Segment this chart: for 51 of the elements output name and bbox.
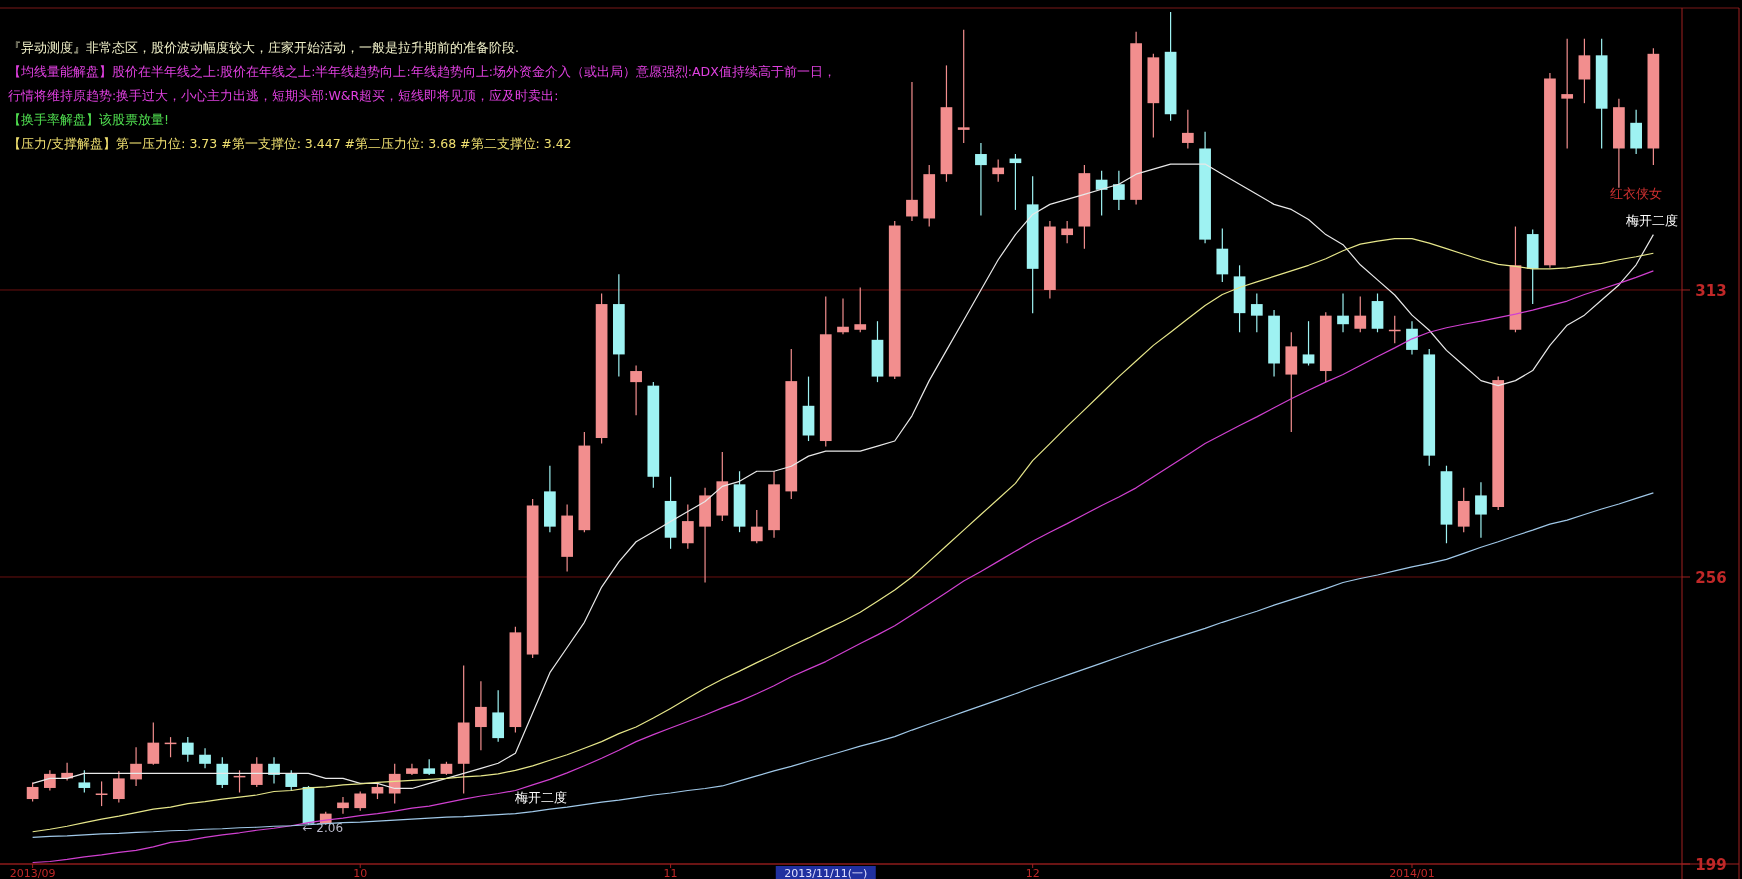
candlestick [268,756,280,785]
candlestick [181,736,194,763]
annotation: 梅开二度 [514,790,568,805]
x-tick-label: 2014/01 [1389,867,1435,879]
candlestick [199,747,211,769]
annotation: 【换手率解盘】该股票放量! [8,112,170,127]
candlestick [975,142,987,217]
candlestick [250,756,263,788]
candlestick [1354,295,1367,333]
candlestick [354,790,367,812]
annotation: ← 2.06 [302,821,344,835]
candlestick [78,769,91,794]
candlestick [854,286,867,333]
candlestick [1181,109,1194,150]
annotation: 红衣侠女 [1610,186,1663,201]
candlestick [147,721,160,766]
candlestick [1561,38,1574,150]
candlestick [1337,292,1349,333]
candlestick [216,756,229,789]
candlestick [1406,320,1418,356]
x-tick-label: 12 [1025,867,1040,879]
candlestick [992,158,1005,183]
candlestick [337,796,349,815]
line-series [32,492,1654,838]
y-tick-label: 256 [1695,568,1727,587]
annotation: 【均线量能解盘】股价在半年线之上:股价在年线之上:半年线趋势向上:年线趋势向上:场外资金介入（或出局）意愿强烈:ADX值持续高于前一日，行情将维持原趋势:换手过大，小心主力出逃，短期头部:W&R超买，短线即将见顶，应及时卖出: [8,64,836,103]
annotation: 梅开二度 [1625,213,1678,228]
candlestick [906,81,918,222]
candlestick [1250,292,1263,333]
x-tick-label: 11 [663,867,678,879]
x-tick-label: 10 [353,867,368,879]
candlestick [112,770,125,804]
candlestick [1475,481,1487,539]
y-tick-label: 199 [1695,856,1727,874]
candlestick [285,769,298,792]
candlestick [957,29,970,144]
candlestick [130,746,142,787]
y-tick-label: 313 [1695,281,1727,300]
candlestick [681,503,694,550]
text: 2013/11/11(一) [784,867,868,879]
candlestick [475,680,487,751]
candlestick [750,509,763,544]
candlestick [837,297,849,335]
candlestick [1302,320,1315,367]
x-tick-label: 2013/09 [9,867,56,879]
annotation: 『异动测度』非常态区，股价波动幅度较大，庄家开始活动，一般是拉升期前的准备阶段. [8,40,519,55]
candlestick [1061,220,1074,244]
candlestick [26,781,39,803]
candlestick [1113,170,1125,211]
candlestick [630,364,642,416]
annotation: 【压力/支撑解盘】第一压力位: 3.73 #第一支撑位: 3.447 #第二压力位: 3.68 #第二支撑位: 3.42 [8,136,572,151]
